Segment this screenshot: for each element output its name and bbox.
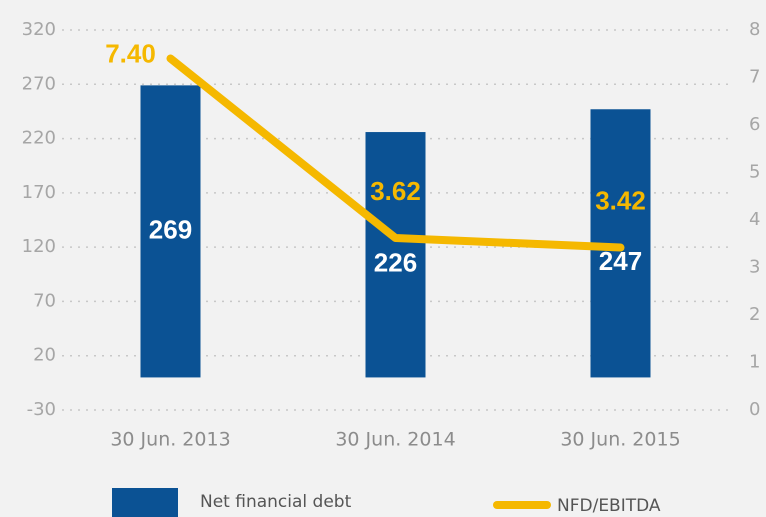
y-tick-label: 220	[22, 128, 56, 149]
legend-label: NFD/EBITDA	[557, 496, 661, 516]
y2-tick-label: 7	[749, 67, 760, 88]
y-tick-label: 170	[22, 182, 56, 203]
y-tick-label: -30	[27, 399, 56, 420]
line-value-label: 3.62	[370, 176, 421, 206]
line-value-label: 7.40	[105, 38, 156, 68]
x-tick-label: 30 Jun. 2015	[560, 429, 680, 451]
y2-tick-label: 6	[749, 114, 760, 135]
bar	[140, 85, 201, 378]
bar-value-label: 226	[374, 248, 417, 278]
x-tick-label: 30 Jun. 2014	[335, 429, 455, 451]
y2-tick-label: 0	[749, 399, 760, 420]
x-tick-label: 30 Jun. 2013	[110, 429, 230, 451]
y2-tick-label: 1	[749, 352, 760, 373]
legend-swatch	[112, 488, 178, 517]
y-tick-label: 120	[22, 236, 56, 257]
y2-tick-label: 5	[749, 162, 760, 183]
y2-tick-label: 4	[749, 209, 760, 230]
line-value-label: 3.42	[595, 185, 646, 215]
line	[166, 54, 625, 252]
legend-label: Net financial debt	[200, 492, 352, 512]
y-tick-label: 270	[22, 73, 56, 94]
y2-tick-label: 2	[749, 304, 760, 325]
y2-tick-label: 8	[749, 19, 760, 40]
y-tick-label: 20	[33, 345, 56, 366]
bar	[365, 132, 426, 378]
y-tick-label: 320	[22, 19, 56, 40]
y2-tick-label: 3	[749, 257, 760, 278]
y-tick-label: 70	[33, 290, 56, 311]
bar-value-label: 269	[149, 214, 192, 244]
